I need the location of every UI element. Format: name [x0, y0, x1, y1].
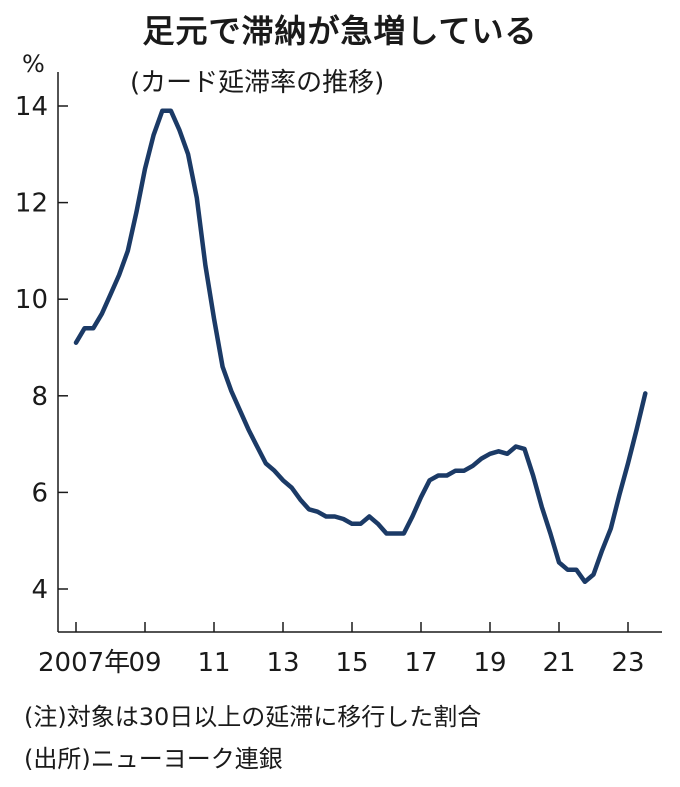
chart-plot-area [73, 108, 648, 585]
chart-subtitle: (カード延滞率の推移) [130, 68, 385, 98]
x-tick-label: 2007年 [38, 648, 130, 678]
y-tick-label: 6 [31, 478, 48, 508]
y-tick-label: 12 [15, 189, 48, 219]
y-axis-unit: % [22, 50, 45, 78]
x-tick-label: 19 [473, 648, 506, 678]
x-tick-label: 21 [542, 648, 575, 678]
chart-title: 足元で滞納が急増している [142, 12, 538, 50]
y-tick-label: 4 [31, 575, 48, 605]
x-tick-label: 13 [266, 648, 299, 678]
footnote-source: (出所)ニューヨーク連銀 [24, 745, 283, 773]
x-tick-label: 15 [335, 648, 368, 678]
x-tick-label: 11 [197, 648, 230, 678]
y-tick-label: 14 [15, 92, 48, 122]
y-tick-label: 8 [31, 382, 48, 412]
x-tick-label: 17 [404, 648, 437, 678]
delinquency-rate-line [73, 108, 648, 585]
x-tick-label: 09 [128, 648, 161, 678]
x-tick-label: 23 [611, 648, 644, 678]
footnote-note: (注)対象は30日以上の延滞に移行した割合 [24, 703, 482, 731]
y-tick-label: 10 [15, 285, 48, 315]
